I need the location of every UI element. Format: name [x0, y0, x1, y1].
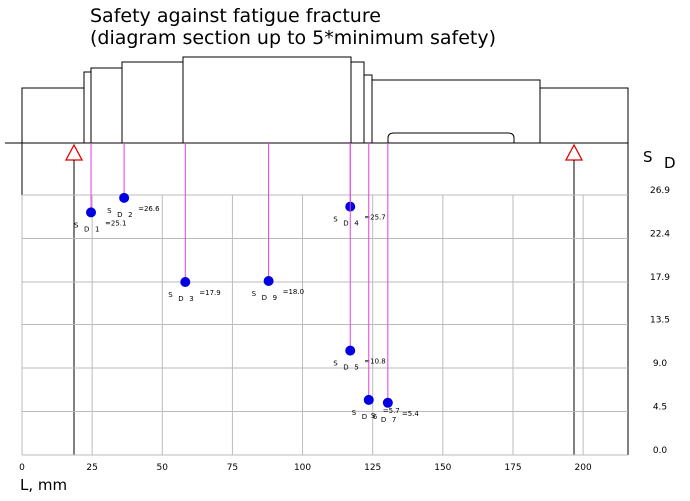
- chart-title: Safety against fatigue fracture: [90, 5, 381, 27]
- point: [263, 276, 274, 287]
- x-tick-label: 0: [19, 463, 25, 473]
- point-label: D: [178, 295, 183, 303]
- point: [180, 276, 191, 287]
- point-label: S: [168, 291, 173, 299]
- x-tick-label: 25: [86, 463, 97, 473]
- value-label: =25.1: [105, 219, 126, 227]
- x-tick-label: 175: [504, 463, 521, 473]
- point-label: D: [381, 416, 386, 424]
- point-label: 2: [128, 211, 132, 219]
- x-tick-label: 100: [294, 463, 311, 473]
- point: [363, 394, 374, 405]
- x-tick-label: 50: [157, 463, 169, 473]
- value-label: =17.9: [199, 289, 220, 297]
- chart-subtitle: (diagram section up to 5*minimum safety): [90, 27, 496, 49]
- point: [382, 397, 393, 408]
- point-label: 3: [189, 295, 193, 303]
- point-label: 5: [354, 364, 358, 372]
- point-label: D: [84, 225, 89, 233]
- y-label-sub: D: [664, 154, 676, 172]
- y-tick-label: 17.9: [650, 273, 670, 283]
- value-label: =26.6: [138, 205, 160, 213]
- point-label: D: [343, 220, 348, 228]
- point-label: D: [262, 294, 267, 302]
- shaft: [21, 56, 629, 143]
- value-label: =10.8: [364, 358, 385, 366]
- x-tick-label: 200: [575, 463, 592, 473]
- point-label: S: [252, 290, 257, 298]
- x-tick-label: 75: [227, 463, 238, 473]
- value-label: =25.7: [364, 214, 385, 222]
- point-label: 9: [273, 294, 277, 302]
- point-label: S: [371, 412, 376, 420]
- point-label: D: [343, 364, 348, 372]
- point: [86, 207, 97, 218]
- point-label: 1: [95, 225, 99, 233]
- point-label: S: [333, 360, 338, 368]
- x-tick-label: 125: [364, 463, 381, 473]
- point-label: S: [107, 207, 112, 215]
- point: [345, 345, 356, 356]
- point-label: 4: [354, 220, 359, 228]
- supports: [64, 143, 584, 161]
- value-label: =18.0: [283, 288, 304, 296]
- point-label: D: [362, 413, 367, 421]
- y-tick-label: 4.5: [653, 403, 667, 413]
- point-label: D: [117, 211, 122, 219]
- x-label: L, mm: [20, 476, 67, 494]
- point-label: 6: [373, 413, 378, 421]
- y-tick-label: 22.4: [650, 229, 670, 239]
- y-label: S: [643, 148, 653, 166]
- point-label: S: [352, 409, 357, 417]
- y-tick-label: 26.9: [650, 186, 670, 196]
- point-label: S: [74, 221, 79, 229]
- point-label: 7: [392, 416, 396, 424]
- y-tick-label: 0.0: [653, 446, 668, 456]
- point-label: S: [333, 216, 338, 224]
- x-tick-label: 150: [434, 463, 451, 473]
- value-label: =5.4: [402, 410, 420, 418]
- y-tick-label: 13.5: [650, 316, 670, 326]
- point: [119, 192, 130, 203]
- value-label: =5.7: [383, 407, 400, 415]
- y-tick-label: 9.0: [653, 359, 668, 369]
